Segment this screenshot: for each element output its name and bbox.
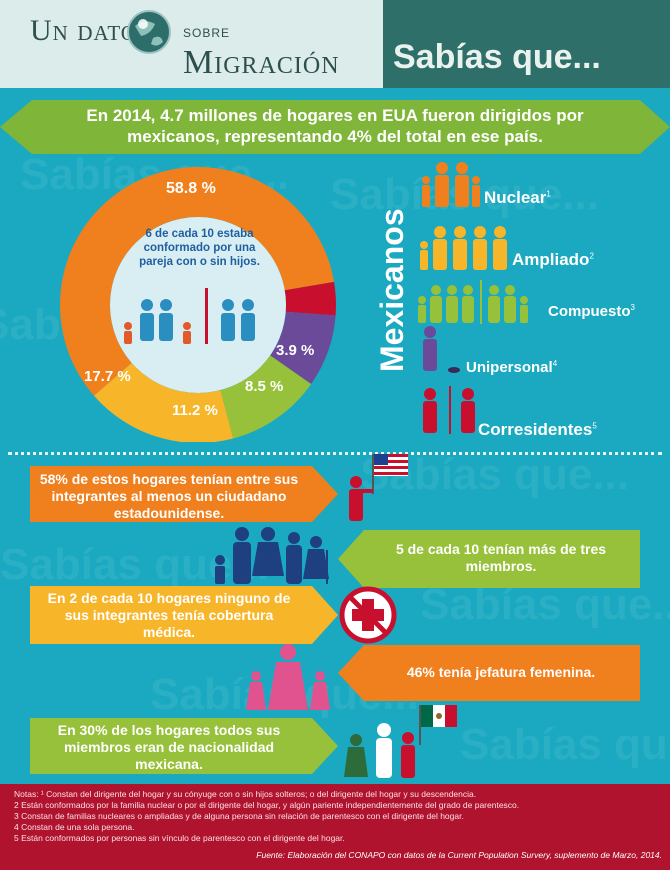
note-1: Notas: ¹ Constan del dirigente del hogar… bbox=[14, 789, 477, 799]
watermark: Sabías que... bbox=[420, 580, 670, 629]
large-family-icon bbox=[215, 527, 329, 584]
fact-members: 5 de cada 10 tenían más de tres miembros… bbox=[395, 541, 607, 574]
fact-female-head: 46% tenía jefatura femenina. bbox=[406, 664, 596, 680]
legend-item-unipersonal: Unipersonal4 bbox=[466, 359, 558, 376]
donut-segment-compuesto bbox=[220, 355, 312, 439]
legend-item-compuesto: Compuesto3 bbox=[548, 303, 635, 320]
donut-segment-unipersonal bbox=[270, 311, 336, 385]
fact-arrow-shape bbox=[30, 718, 338, 774]
segment-label-nuclear: 58.8 % bbox=[166, 180, 216, 197]
note-2: 2 Están conformados por la familia nucle… bbox=[14, 800, 520, 810]
note-4: 4 Constan de una sola persona. bbox=[14, 822, 135, 832]
footer bbox=[0, 784, 670, 870]
legend-title: Mexicanos bbox=[374, 208, 410, 372]
footer-source: Fuente: Elaboración del CONAPO con datos… bbox=[256, 850, 662, 860]
fact-arrow-shape bbox=[30, 466, 338, 522]
legend-item-nuclear: Nuclear1 bbox=[484, 188, 551, 207]
mother-children-icon bbox=[246, 644, 330, 710]
fact-mexican-nationality: En 30% de los hogares todos sus miembros… bbox=[57, 722, 281, 772]
note-3: 3 Constan de familias nucleares o amplia… bbox=[14, 811, 464, 821]
fact-arrow-shape bbox=[338, 645, 640, 701]
legend-item-ampliado: Ampliado2 bbox=[512, 250, 594, 269]
footer-notes: Notas: ¹ Constan del dirigente del hogar… bbox=[14, 789, 664, 844]
brand-line1: Un dato bbox=[30, 14, 137, 47]
donut-segment-ampliado bbox=[94, 362, 234, 442]
brand-line3: Migración bbox=[183, 44, 340, 81]
segment-label-compuesto: 11.2 % bbox=[172, 402, 218, 419]
family-icon bbox=[124, 288, 255, 344]
single-person-icon bbox=[423, 326, 460, 373]
brand-line2: sobre bbox=[183, 26, 231, 40]
note-5: 5 Están conformados por personas sin vín… bbox=[14, 833, 345, 843]
donut-center bbox=[110, 217, 286, 393]
section-divider bbox=[8, 452, 662, 455]
legend-icons bbox=[418, 162, 528, 434]
donut-segment-corresidentes bbox=[284, 281, 336, 316]
banner-shape bbox=[0, 100, 670, 154]
legend-item-corresidentes: Corresidentes5 bbox=[478, 420, 597, 439]
fact-arrow-shape bbox=[338, 530, 640, 588]
corresidents-icon bbox=[423, 386, 475, 434]
banner-text: En 2014, 4.7 millones de hogares en EUA … bbox=[86, 106, 584, 146]
donut-center-text: 6 de cada 10 estaba conformado por una p… bbox=[139, 228, 260, 268]
person-us-flag-icon bbox=[349, 454, 408, 521]
header-title-panel bbox=[383, 0, 670, 88]
watermark: Sabías que... bbox=[460, 720, 670, 769]
extended-family-icon bbox=[420, 226, 507, 270]
nuclear-family-icon bbox=[422, 162, 480, 207]
no-health-coverage-icon bbox=[339, 586, 397, 644]
page-title: Sabías que... bbox=[393, 38, 601, 76]
donut-chart bbox=[60, 167, 336, 442]
segment-label-unipersonal: 8.5 % bbox=[245, 378, 284, 395]
globe-icon bbox=[127, 10, 171, 54]
fact-citizen: 58% de estos hogares tenían entre sus in… bbox=[39, 471, 299, 521]
people-mexican-flag-icon bbox=[344, 705, 457, 778]
header-brand-panel bbox=[0, 0, 383, 88]
donut-segment-nuclear bbox=[60, 167, 335, 396]
segment-label-ampliado: 17.7 % bbox=[84, 368, 131, 385]
fact-health-coverage: En 2 de cada 10 hogares ninguno de sus i… bbox=[47, 590, 291, 640]
fact-arrow-shape bbox=[30, 586, 338, 644]
composite-family-icon bbox=[418, 280, 528, 324]
segment-label-corresidentes: 3.9 % bbox=[276, 342, 315, 359]
